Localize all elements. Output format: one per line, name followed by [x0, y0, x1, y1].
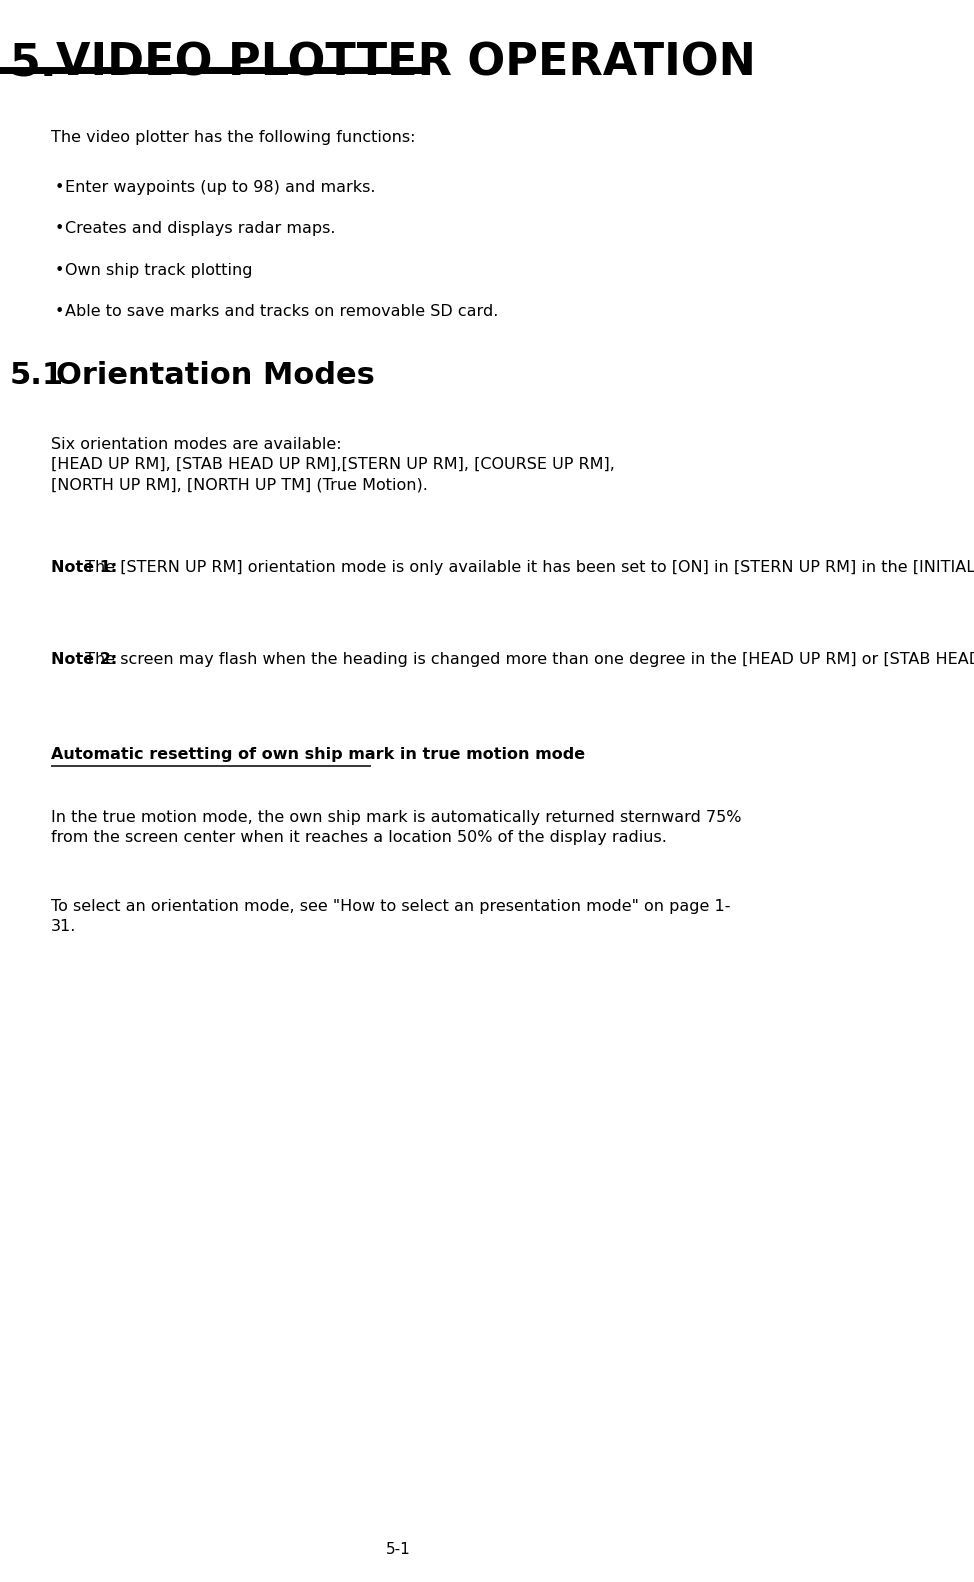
Text: •: • [55, 263, 64, 277]
Text: VIDEO PLOTTER OPERATION: VIDEO PLOTTER OPERATION [56, 41, 756, 84]
Text: The video plotter has the following functions:: The video plotter has the following func… [52, 130, 416, 144]
Text: In the true motion mode, the own ship mark is automatically returned sternward 7: In the true motion mode, the own ship ma… [52, 810, 742, 845]
Text: Six orientation modes are available:
[HEAD UP RM], [STAB HEAD UP RM],[STERN UP R: Six orientation modes are available: [HE… [52, 437, 616, 492]
Text: Note 1:: Note 1: [52, 560, 118, 574]
Text: •: • [55, 180, 64, 195]
Text: •: • [55, 304, 64, 318]
Text: The screen may flash when the heading is changed more than one degree in the [HE: The screen may flash when the heading is… [80, 652, 974, 666]
Text: Enter waypoints (up to 98) and marks.: Enter waypoints (up to 98) and marks. [65, 180, 375, 195]
Text: Automatic resetting of own ship mark in true motion mode: Automatic resetting of own ship mark in … [52, 747, 585, 761]
Text: The [STERN UP RM] orientation mode is only available it has been set to [ON] in : The [STERN UP RM] orientation mode is on… [80, 560, 974, 574]
Text: 5.1: 5.1 [10, 361, 63, 389]
Text: •: • [55, 221, 64, 236]
Text: Able to save marks and tracks on removable SD card.: Able to save marks and tracks on removab… [65, 304, 499, 318]
Text: Creates and displays radar maps.: Creates and displays radar maps. [65, 221, 335, 236]
Text: Orientation Modes: Orientation Modes [56, 361, 374, 389]
Text: 5.: 5. [10, 41, 57, 84]
Text: Note 2:: Note 2: [52, 652, 118, 666]
Text: Own ship track plotting: Own ship track plotting [65, 263, 252, 277]
Text: 5-1: 5-1 [386, 1542, 410, 1557]
Text: To select an orientation mode, see "How to select an presentation mode" on page : To select an orientation mode, see "How … [52, 899, 730, 933]
